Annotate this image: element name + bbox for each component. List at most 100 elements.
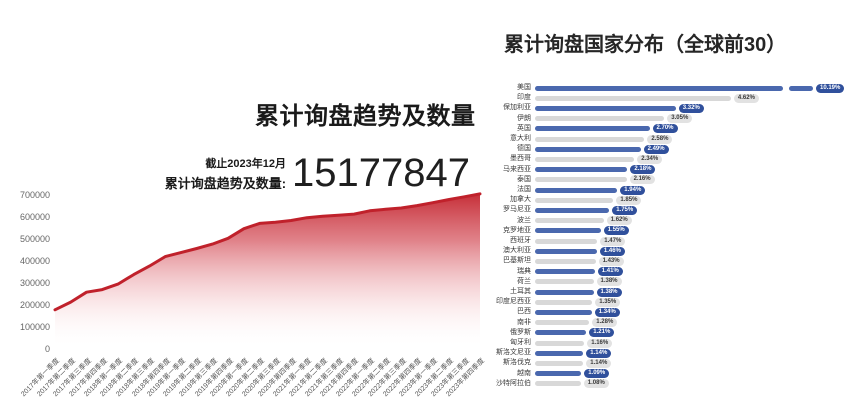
country-label: 印度尼西亚 [496, 298, 531, 306]
country-bar-row: 瑞典 1.41% [490, 267, 852, 277]
y-axis-tick-label: 700000 [19, 190, 50, 200]
value-badge: 1.41% [597, 267, 623, 277]
value-badge: 1.43% [598, 256, 624, 266]
country-chart-title: 累计询盘国家分布（全球前30） [504, 34, 787, 56]
country-label: 斯洛文尼亚 [496, 349, 531, 357]
country-label: 斯洛伐克 [503, 359, 531, 367]
country-label: 越南 [517, 369, 531, 377]
country-bar-row: 南非 1.28% [490, 318, 852, 328]
country-bar-row: 美国 10.19% [490, 83, 852, 93]
country-bar-row: 越南 1.09% [490, 369, 852, 379]
bar-segment [535, 350, 584, 356]
country-bar-row: 泰国 2.16% [490, 175, 852, 185]
value-badge: 2.49% [643, 144, 669, 154]
country-bar-row: 英国 2.70% [490, 124, 852, 134]
bar-segment [535, 105, 676, 111]
asof-date-label: 截止2023年12月 [205, 157, 287, 170]
country-label: 罗马尼亚 [503, 206, 531, 214]
value-badge: 1.14% [586, 348, 612, 358]
country-bar-row: 匈牙利 1.16% [490, 338, 852, 348]
value-badge: 1.62% [606, 216, 632, 226]
country-bar-row: 印度 4.62% [490, 93, 852, 103]
trend-plot-area: 0 100000 200000 300000 400000 500000 600000 700… [0, 190, 492, 405]
value-badge: 1.47% [600, 236, 626, 246]
value-badge: 1.85% [616, 195, 642, 205]
country-bar-row: 法国 1.94% [490, 185, 852, 195]
country-label: 匈牙利 [510, 339, 531, 346]
bar-segment [535, 269, 595, 275]
total-stats: 截止2023年12月 累计询盘趋势及数量: 15177847 [160, 148, 470, 198]
country-label: 西班牙 [510, 237, 531, 244]
bar-segment [535, 218, 604, 224]
y-axis-tick-label: 600000 [19, 212, 50, 222]
country-label: 保加利亚 [503, 104, 531, 112]
bar-segment [535, 289, 594, 295]
country-label: 瑞典 [517, 267, 531, 275]
value-badge: 1.28% [592, 318, 618, 328]
country-bar-row: 波兰 1.62% [490, 216, 852, 226]
value-badge: 1.94% [620, 185, 646, 195]
bar-segment [535, 371, 582, 377]
country-bar-row: 意大利 2.58% [490, 134, 852, 144]
country-bar-row: 斯洛伐克 1.14% [490, 358, 852, 368]
bar-segment [535, 258, 596, 264]
country-label: 南非 [517, 318, 531, 326]
total-count-value: 15177847 [292, 151, 470, 195]
y-axis-tick-label: 200000 [19, 300, 50, 310]
y-axis-tick-label: 300000 [19, 278, 50, 288]
country-label: 德国 [517, 145, 531, 153]
bar-segment [535, 360, 584, 366]
bar-segment [535, 167, 628, 173]
bar-segment [535, 238, 598, 244]
value-badge: 1.35% [595, 297, 621, 307]
country-bar-row: 西班牙 1.47% [490, 236, 852, 246]
area-top-line [53, 192, 482, 312]
country-bar-row: 保加利亚 3.32% [490, 103, 852, 113]
country-bar-row: 马来西亚 2.18% [490, 165, 852, 175]
value-badge: 3.32% [678, 103, 704, 113]
total-count-label: 累计询盘趋势及数量: [164, 175, 287, 191]
country-label: 俄罗斯 [510, 328, 531, 336]
country-bar-row: 伊朗 3.05% [490, 114, 852, 124]
value-badge: 4.62% [733, 93, 759, 103]
country-chart-section: 累计询盘国家分布（全球前30） 美国 10.19% 印度 4.62% 保加利亚 3.32%… [490, 0, 852, 411]
country-bar-row: 德国 2.49% [490, 144, 852, 154]
country-bar-row: 印度尼西亚 1.35% [490, 297, 852, 307]
country-label: 印度 [517, 94, 531, 102]
country-label: 巴基斯坦 [503, 257, 531, 265]
value-badge: 1.75% [612, 205, 638, 215]
bar-segment [535, 156, 635, 162]
bar-segment [535, 136, 645, 142]
country-bar-row: 俄罗斯 1.21% [490, 328, 852, 338]
bar-segment [535, 299, 593, 305]
country-label: 英国 [517, 124, 531, 132]
country-label: 沙特阿拉伯 [496, 379, 531, 387]
country-label: 澳大利亚 [503, 247, 531, 255]
bar-segment [535, 146, 641, 152]
value-badge: 2.34% [637, 154, 663, 164]
country-bar-row: 克罗地亚 1.55% [490, 226, 852, 236]
country-label: 荷兰 [517, 277, 531, 285]
country-label: 美国 [517, 84, 531, 91]
value-badge: 2.70% [652, 124, 678, 134]
bar-segment [535, 197, 614, 203]
bar-segment [535, 85, 783, 91]
bar-segment-after-break [789, 85, 813, 91]
country-bar-row: 墨西哥 2.34% [490, 154, 852, 164]
value-badge: 1.08% [583, 379, 609, 389]
value-badge: 1.34% [594, 307, 620, 317]
bar-segment [535, 340, 585, 346]
country-label: 土耳其 [510, 288, 531, 295]
bar-segment [535, 187, 618, 193]
trend-chart-title: 累计询盘趋势及数量 [255, 103, 476, 130]
value-badge: 1.46% [599, 246, 625, 256]
country-bar-row: 沙特阿拉伯 1.08% [490, 379, 852, 389]
bar-segment [535, 320, 590, 326]
value-badge: 1.09% [584, 369, 610, 379]
bar-segment [535, 279, 594, 285]
y-axis-tick-label: 100000 [19, 322, 50, 332]
country-label: 波兰 [517, 216, 531, 224]
bar-segment [535, 177, 627, 183]
country-label: 克罗地亚 [503, 226, 531, 234]
